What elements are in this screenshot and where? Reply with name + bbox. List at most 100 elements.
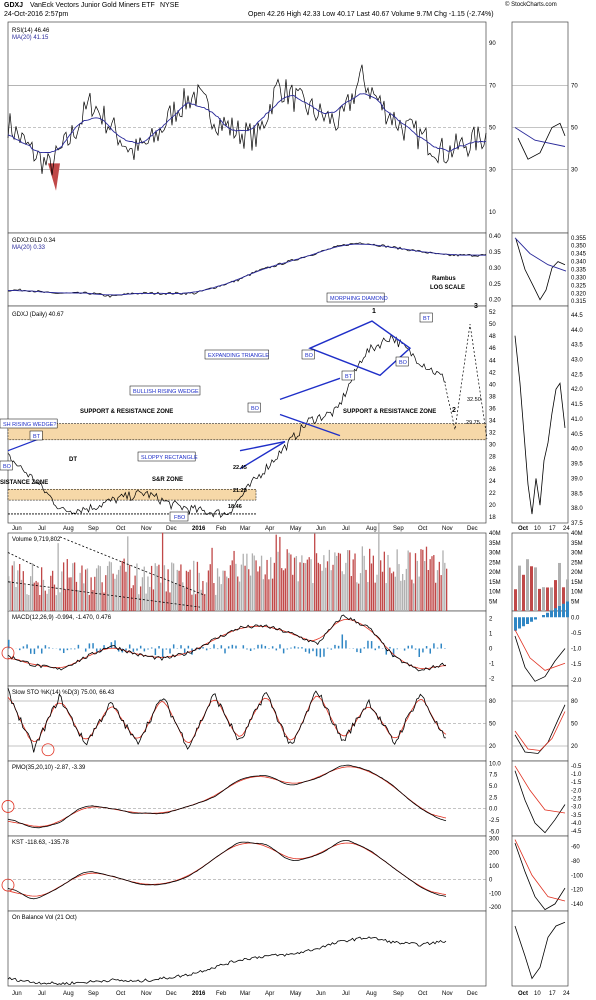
x-label: Mar bbox=[240, 526, 250, 532]
price-level-18: 18.46 bbox=[228, 504, 242, 510]
y-tick-volume: 35M bbox=[489, 541, 501, 547]
volume-bar bbox=[24, 584, 26, 611]
volume-bar bbox=[446, 568, 448, 611]
zoom-tick-ratio: 0.350 bbox=[571, 244, 587, 250]
x-label: Jul bbox=[342, 526, 350, 532]
sloppy-rectangle-label: SLOPPY RECTANGLE bbox=[141, 455, 198, 461]
zoom-tick-price: 42.0 bbox=[571, 387, 583, 393]
kst-circle bbox=[1, 878, 15, 892]
volume-bar bbox=[143, 566, 145, 611]
volume-bar bbox=[161, 532, 164, 611]
macd-hist-bar bbox=[429, 648, 432, 654]
x-label: Nov bbox=[141, 526, 152, 532]
volume-bar bbox=[257, 571, 259, 611]
y-tick-volume: 25M bbox=[489, 560, 501, 566]
macd-hist-bar bbox=[385, 648, 388, 655]
volume-bar bbox=[68, 577, 70, 611]
y-tick-price: 36 bbox=[489, 406, 496, 412]
macd-hist-bar bbox=[403, 648, 406, 651]
volume-bar bbox=[227, 578, 230, 611]
pmo-zoom-line bbox=[514, 770, 566, 834]
volume-bar bbox=[422, 549, 424, 611]
y-tick-macd: 1 bbox=[489, 632, 493, 638]
x-label-right: 17 bbox=[549, 526, 556, 532]
y-tick-kst: 100 bbox=[489, 864, 500, 870]
macd-zoom-line bbox=[514, 635, 566, 682]
volume-bar bbox=[273, 562, 276, 611]
macd-hist-bar bbox=[396, 648, 399, 650]
bt-label: BT bbox=[33, 434, 41, 440]
macd-hist-bar bbox=[84, 648, 87, 652]
sr-zone-lower-left-text: SISTANCE ZONE bbox=[0, 480, 48, 486]
zoom-tick-macd: -0.5 bbox=[571, 631, 582, 637]
x-label-bottom: Aug bbox=[366, 991, 377, 997]
y-tick-price: 34 bbox=[489, 419, 496, 425]
volume-bar bbox=[119, 565, 122, 611]
panel-obv-frame bbox=[7, 910, 487, 987]
volume-bar bbox=[352, 559, 354, 611]
macd-zoom-hist bbox=[546, 612, 549, 618]
zoom-tick-price: 39.5 bbox=[571, 462, 583, 468]
sloppy-rectangle-label-box bbox=[137, 451, 196, 462]
macd-hist-bar bbox=[95, 648, 98, 652]
volume-bar bbox=[271, 578, 274, 611]
volume-bar bbox=[436, 570, 439, 611]
volume-bar bbox=[299, 562, 301, 611]
volume-zoom-bar bbox=[530, 566, 533, 611]
volume-bar bbox=[138, 594, 140, 611]
y-tick-rsi: 30 bbox=[489, 168, 496, 174]
rsi-oversold-fill bbox=[48, 163, 60, 191]
volume-bar bbox=[218, 576, 221, 611]
zoom-tick-price: 40.5 bbox=[571, 432, 583, 438]
volume-bar bbox=[183, 587, 186, 611]
macd-hist-bar bbox=[128, 644, 131, 649]
volume-bar bbox=[39, 594, 41, 611]
volume-bar bbox=[370, 563, 373, 611]
volume-bar bbox=[156, 566, 158, 611]
zoom-tick-price: 41.0 bbox=[571, 417, 583, 423]
rsi-label: RSI(14) 46.46 bbox=[12, 28, 50, 34]
x-label-right-bottom: Oct bbox=[518, 991, 528, 997]
macd-hist-bar bbox=[62, 648, 65, 654]
price-level-32: 32.50 bbox=[467, 397, 481, 403]
volume-bar bbox=[64, 589, 67, 611]
macd-hist-bar bbox=[37, 645, 39, 649]
volume-bar bbox=[339, 553, 342, 611]
volume-bar bbox=[242, 553, 244, 611]
volume-bar bbox=[348, 550, 351, 611]
sr-zone-upper-right-text: SUPPORT & RESISTANCE ZONE bbox=[343, 409, 436, 415]
zoom-tick-pmo: -2.0 bbox=[571, 788, 582, 794]
bt-label-box bbox=[341, 370, 355, 381]
point-1: 1 bbox=[372, 308, 376, 315]
volume-bar bbox=[380, 560, 382, 611]
y-tick-pmo: -5.0 bbox=[489, 829, 500, 835]
volume-bar bbox=[381, 571, 384, 611]
panel-ratio-zoom-frame bbox=[511, 232, 569, 307]
volume-bar bbox=[150, 565, 153, 611]
volume-bar bbox=[81, 565, 83, 611]
x-label-bottom: Sep bbox=[88, 991, 99, 997]
zoom-tick-kst: -120 bbox=[571, 888, 584, 894]
macd-hist-bar bbox=[323, 648, 325, 657]
macd-hist-bar bbox=[180, 645, 182, 649]
morphing-diamond-shape bbox=[308, 320, 412, 377]
volume-bar bbox=[303, 562, 305, 611]
x-label-right-bottom: 24 bbox=[563, 991, 570, 997]
volume-bar bbox=[413, 583, 415, 611]
macd-hist-bar bbox=[66, 648, 69, 651]
volume-bar bbox=[103, 592, 105, 611]
x-label: Aug bbox=[366, 526, 377, 532]
x-label: Sep bbox=[88, 526, 99, 532]
volume-bar bbox=[347, 550, 349, 611]
volume-trendline bbox=[7, 552, 41, 569]
macd-hist-bar bbox=[253, 648, 256, 650]
volume-bar bbox=[251, 553, 254, 611]
volume-bar bbox=[152, 589, 155, 611]
volume-bar bbox=[246, 553, 248, 611]
y-tick-price: 32 bbox=[489, 431, 496, 437]
volume-bar bbox=[288, 552, 290, 611]
macd-hist-bar bbox=[183, 648, 186, 655]
volume-zoom-bar bbox=[550, 587, 553, 611]
volume-bar bbox=[328, 549, 331, 611]
expanding-triangle-top bbox=[279, 377, 341, 401]
